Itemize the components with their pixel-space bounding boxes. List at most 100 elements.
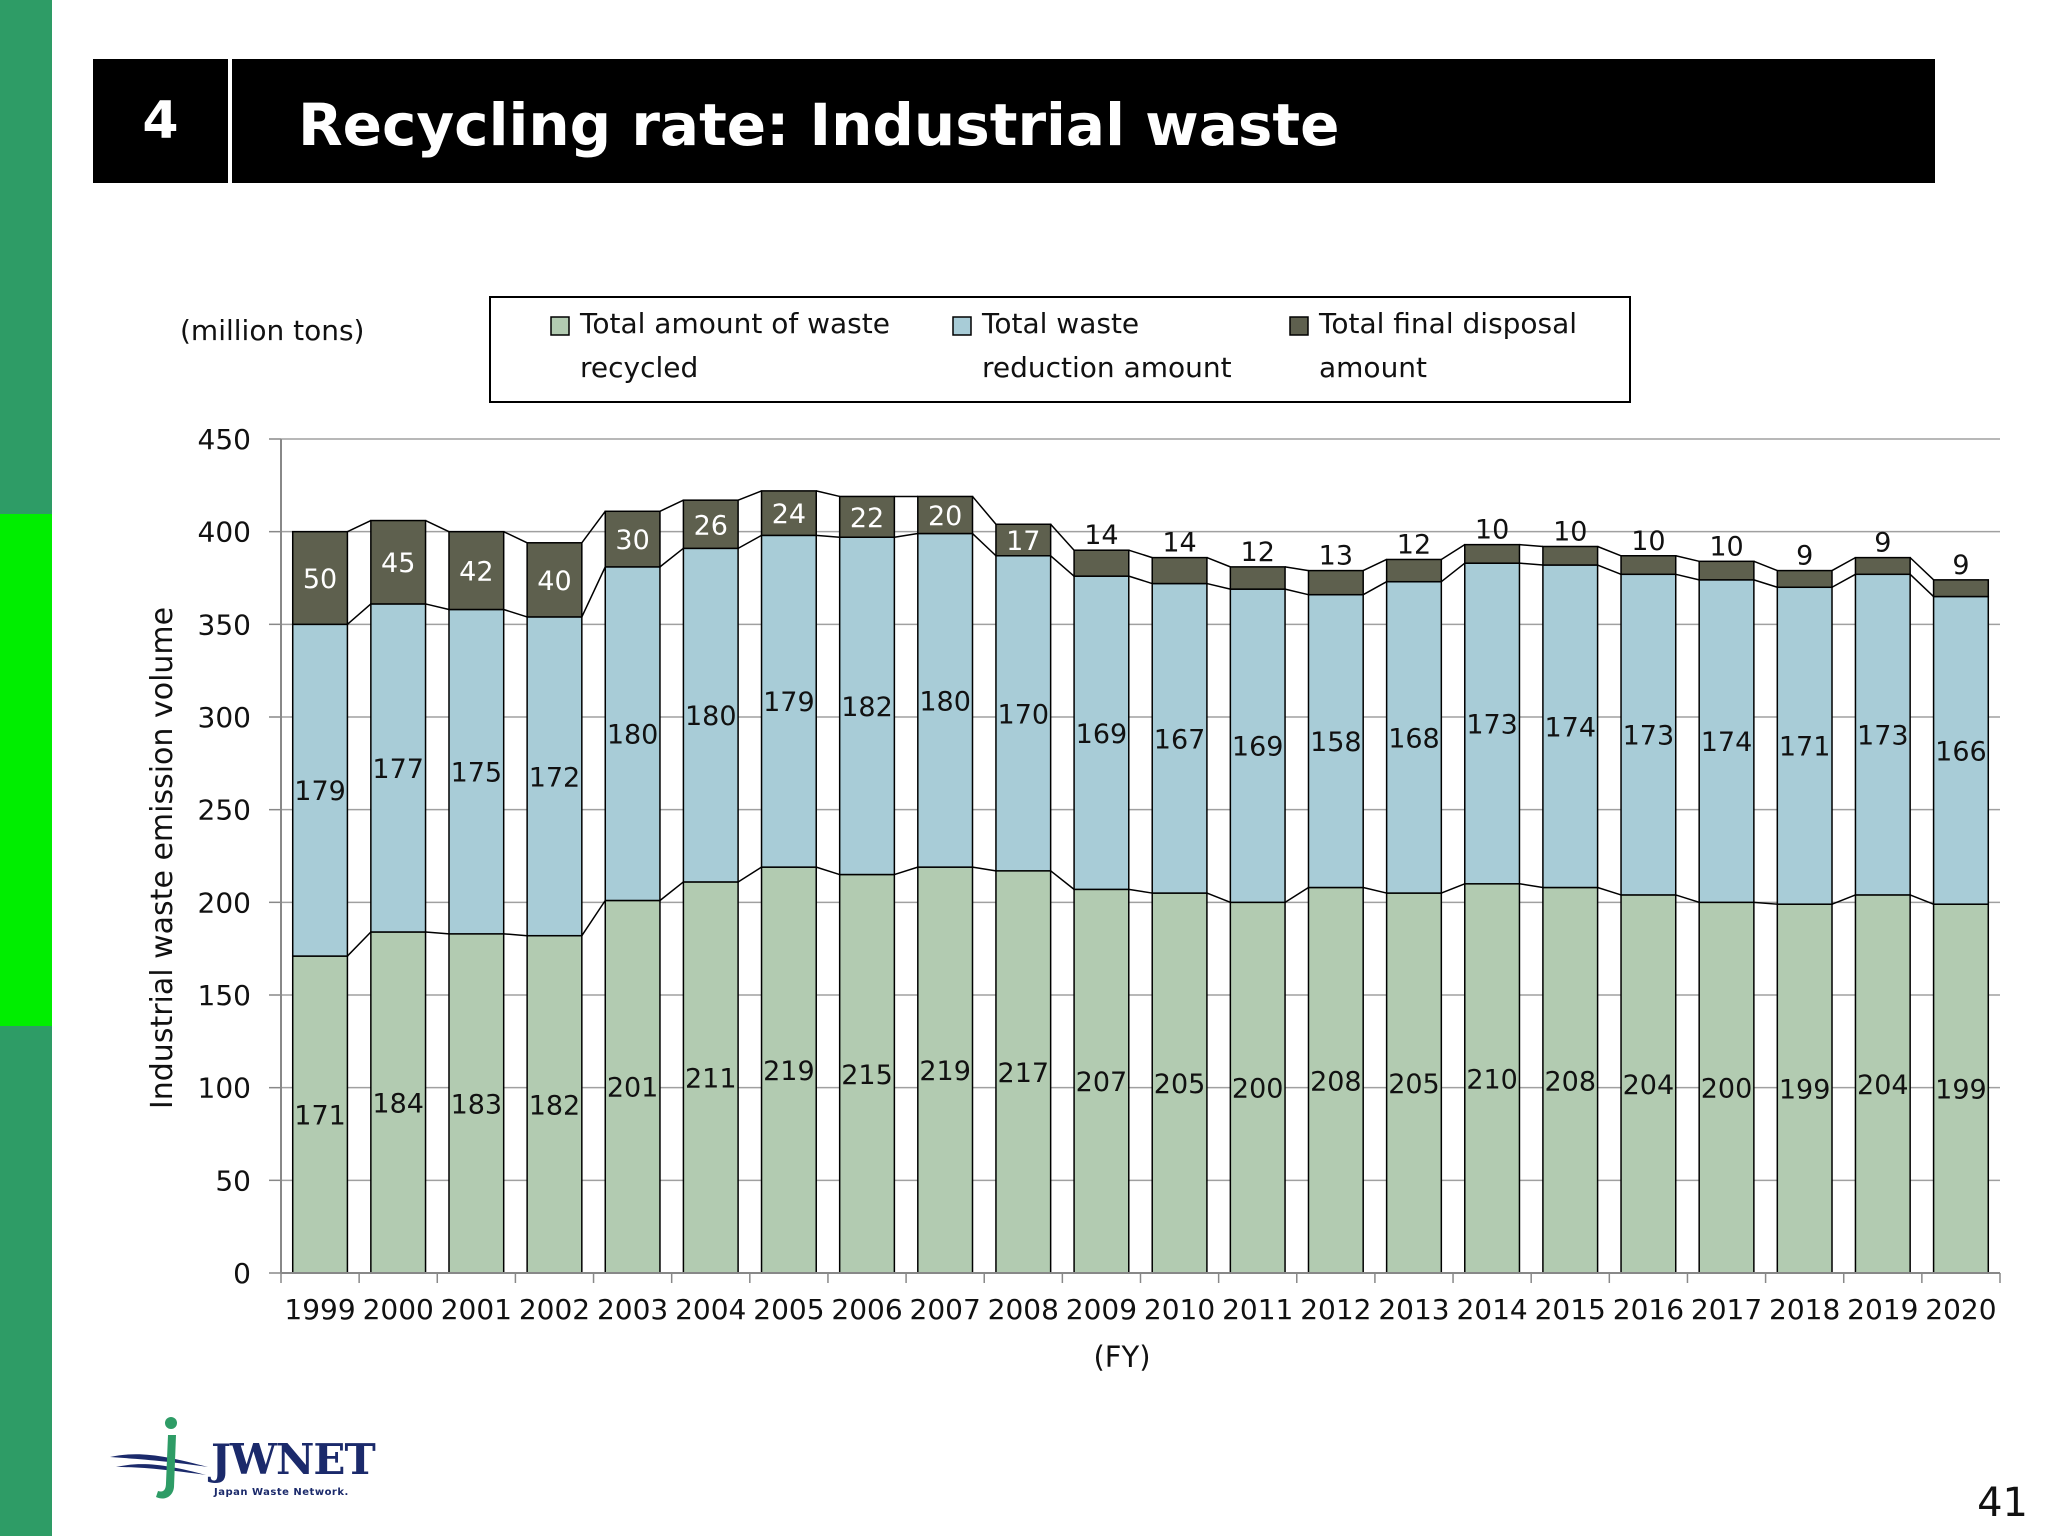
legend-label-reduction-line1: Total waste bbox=[981, 307, 1139, 340]
data-label-reduction-2010: 167 bbox=[1154, 724, 1206, 755]
data-label-reduction-2012: 158 bbox=[1310, 727, 1362, 758]
data-label-recycled-2015: 208 bbox=[1544, 1066, 1596, 1097]
bar-final-disposal-2005 bbox=[760, 490, 817, 537]
legend-swatch-recycled bbox=[550, 316, 570, 336]
bar-reduction-2020 bbox=[1932, 595, 1990, 905]
bar-reduction-2015 bbox=[1542, 564, 1599, 889]
bar-recycled-2013 bbox=[1385, 892, 1443, 1274]
series-connector bbox=[1753, 901, 1778, 905]
series-connector bbox=[503, 530, 528, 544]
x-tick-label: 2016 bbox=[1613, 1293, 1684, 1326]
x-tick-label: 2019 bbox=[1847, 1293, 1918, 1326]
series-connector bbox=[1753, 579, 1778, 588]
bar-reduction-2016 bbox=[1620, 573, 1677, 896]
bar-reduction-2019 bbox=[1854, 573, 1911, 896]
x-tick-label: 2002 bbox=[519, 1293, 590, 1326]
x-tick-label: 2007 bbox=[910, 1293, 981, 1326]
data-labels: 1711795018417745183175421821724020118030… bbox=[294, 499, 1986, 1131]
logo-text: JWNET bbox=[211, 1435, 376, 1484]
data-label-reduction-2018: 171 bbox=[1779, 732, 1831, 763]
bar-recycled-2019 bbox=[1854, 894, 1911, 1274]
series-connector bbox=[425, 603, 450, 611]
x-axis-label: (FY) bbox=[1093, 1340, 1150, 1374]
data-label-final-disposal-2018: 9 bbox=[1796, 541, 1813, 572]
x-tick-label: 2013 bbox=[1378, 1293, 1449, 1326]
series-connector bbox=[659, 499, 684, 512]
series-connector bbox=[347, 519, 372, 533]
series-connector bbox=[1050, 523, 1075, 551]
y-tick-label: 250 bbox=[198, 794, 251, 827]
bar-final-disposal-2011 bbox=[1229, 566, 1286, 590]
series-connector bbox=[816, 490, 840, 498]
data-label-final-disposal-2002: 40 bbox=[537, 566, 571, 597]
data-label-recycled-2004: 211 bbox=[685, 1063, 737, 1094]
bar-recycled-2003 bbox=[604, 899, 661, 1274]
bar-recycled-2009 bbox=[1073, 888, 1130, 1274]
y-tick-label: 150 bbox=[198, 979, 251, 1012]
data-label-final-disposal-2003: 30 bbox=[615, 525, 649, 556]
bar-final-disposal-2017 bbox=[1698, 560, 1755, 581]
legend: Total amount of waste recycled Total was… bbox=[489, 296, 1631, 403]
data-label-reduction-2002: 172 bbox=[529, 762, 581, 793]
bar-final-disposal-2016 bbox=[1620, 555, 1677, 576]
series-connector bbox=[1519, 543, 1543, 548]
data-label-reduction-2014: 173 bbox=[1466, 709, 1518, 740]
series-connector bbox=[1831, 573, 1856, 588]
data-label-recycled-2000: 184 bbox=[372, 1088, 424, 1119]
series-connector bbox=[1284, 588, 1309, 596]
x-tick-label: 2000 bbox=[363, 1293, 434, 1326]
bar-final-disposal-2006 bbox=[838, 495, 896, 538]
y-axis-label: Industrial waste emission volume bbox=[145, 607, 180, 1109]
series-connector bbox=[1362, 558, 1387, 572]
bar-reduction-2000 bbox=[370, 603, 427, 933]
data-label-recycled-2020: 199 bbox=[1935, 1075, 1987, 1106]
bar-reduction-2009 bbox=[1073, 575, 1130, 891]
x-tick-label: 2009 bbox=[1066, 1293, 1137, 1326]
data-label-recycled-2016: 204 bbox=[1623, 1070, 1675, 1101]
bar-final-disposal-2008 bbox=[995, 523, 1052, 557]
bar-final-disposal-2000 bbox=[370, 519, 427, 605]
series-connector bbox=[1675, 894, 1700, 904]
logo-tagline: Japan Waste Network. bbox=[214, 1487, 349, 1498]
series-connector bbox=[659, 881, 684, 902]
data-label-final-disposal-2012: 13 bbox=[1319, 541, 1353, 572]
series-connector bbox=[1519, 562, 1543, 566]
series-connector bbox=[1128, 549, 1153, 559]
unit-label: (million tons) bbox=[180, 314, 364, 347]
bar-final-disposal-2015 bbox=[1542, 545, 1599, 566]
series-connector bbox=[1206, 582, 1231, 590]
bar-reduction-2008 bbox=[995, 555, 1052, 872]
bar-final-disposal-2002 bbox=[526, 542, 583, 618]
series-connector bbox=[659, 547, 684, 568]
series-connector bbox=[1362, 581, 1387, 596]
bar-final-disposal-2003 bbox=[604, 510, 661, 568]
y-tick-label: 100 bbox=[198, 1072, 251, 1105]
jwnet-emblem-icon bbox=[110, 1417, 208, 1499]
bar-reduction-2017 bbox=[1698, 579, 1755, 904]
series-connector bbox=[971, 495, 997, 525]
x-tick-label: 2012 bbox=[1300, 1293, 1371, 1326]
data-label-recycled-2006: 215 bbox=[841, 1060, 893, 1091]
y-tick-label: 450 bbox=[198, 423, 251, 456]
data-label-final-disposal-2009: 14 bbox=[1084, 520, 1118, 551]
data-label-final-disposal-2011: 12 bbox=[1241, 537, 1275, 568]
data-label-final-disposal-2019: 9 bbox=[1874, 528, 1891, 559]
data-label-final-disposal-2013: 12 bbox=[1397, 529, 1431, 560]
bar-recycled-2001 bbox=[448, 933, 505, 1274]
series-connector bbox=[1831, 894, 1856, 905]
bar-recycled-2018 bbox=[1776, 903, 1833, 1274]
slide-title: Recycling rate: Industrial waste bbox=[298, 91, 1340, 159]
data-label-final-disposal-2020: 9 bbox=[1952, 550, 1969, 581]
series-connector bbox=[1440, 544, 1466, 561]
legend-label-final-disposal-line1: Total final disposal bbox=[1318, 307, 1577, 340]
y-tick-label: 200 bbox=[198, 886, 251, 919]
data-label-recycled-2013: 205 bbox=[1388, 1069, 1440, 1100]
data-label-recycled-2002: 182 bbox=[529, 1090, 581, 1121]
series-connector bbox=[1909, 573, 1935, 598]
bars bbox=[291, 490, 1990, 1274]
x-tick-label: 2005 bbox=[753, 1293, 824, 1326]
data-label-recycled-2001: 183 bbox=[451, 1089, 503, 1120]
x-tick-label: 2010 bbox=[1144, 1293, 1215, 1326]
data-label-recycled-2011: 200 bbox=[1232, 1074, 1284, 1105]
data-label-recycled-2008: 217 bbox=[998, 1058, 1050, 1089]
